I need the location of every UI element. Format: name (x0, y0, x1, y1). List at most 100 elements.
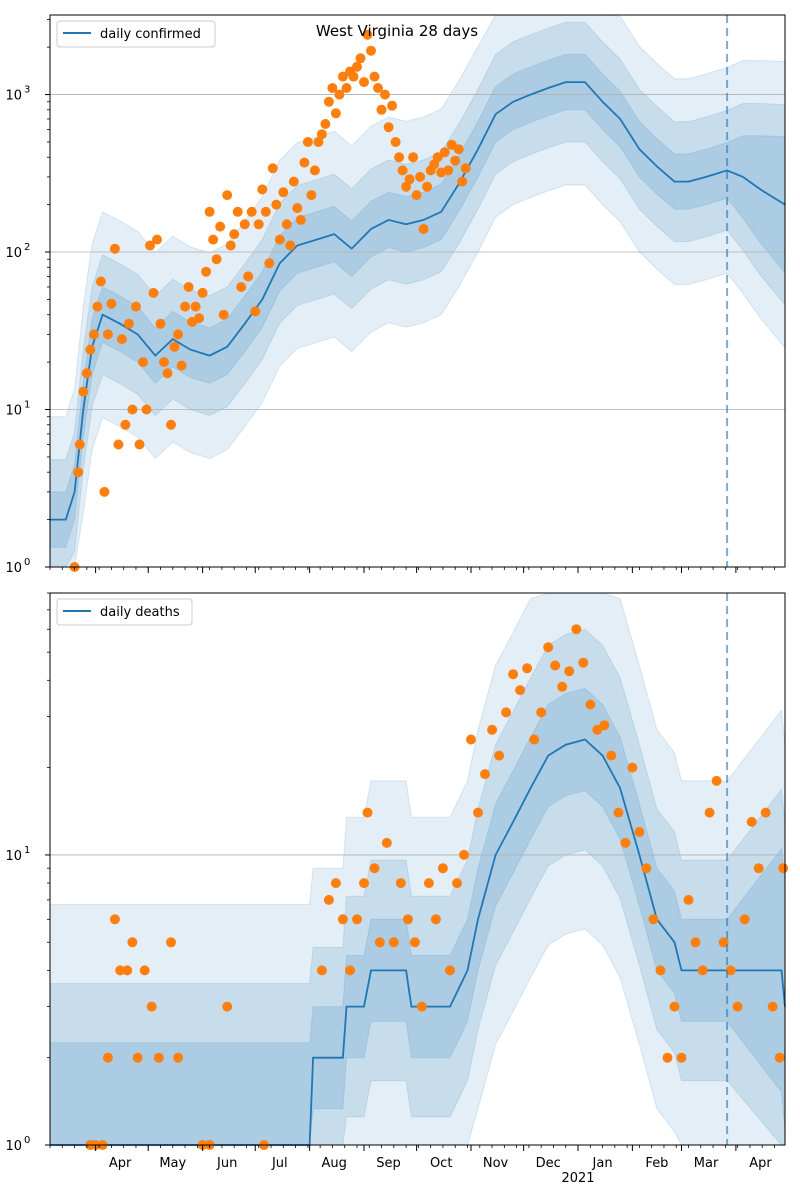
data-point (374, 937, 385, 948)
observed-points (85, 624, 789, 1150)
y-tick-label: 10 (5, 849, 22, 864)
data-point (330, 108, 341, 119)
data-point (243, 271, 254, 282)
data-point (388, 937, 399, 948)
data-point (627, 762, 638, 773)
data-point (683, 894, 694, 905)
data-point (422, 181, 433, 192)
data-point (380, 89, 390, 100)
data-point (437, 863, 448, 874)
data-point (316, 129, 327, 140)
data-point (439, 147, 450, 158)
data-point (281, 219, 292, 230)
data-point (166, 419, 176, 430)
data-point (620, 837, 631, 848)
data-point (102, 1052, 113, 1063)
x-tick-label: Feb (645, 1156, 668, 1171)
data-point (662, 1052, 673, 1063)
data-point (564, 666, 575, 677)
data-point (718, 937, 729, 948)
data-point (197, 287, 208, 298)
data-point (460, 163, 471, 174)
data-point (459, 849, 469, 860)
data-point (746, 816, 757, 827)
data-point (176, 360, 187, 371)
data-point (225, 240, 236, 251)
x-tick-label: Dec (536, 1156, 561, 1171)
data-point (159, 357, 169, 368)
data-point (376, 104, 387, 115)
legend-box (56, 20, 216, 48)
data-point (778, 863, 789, 874)
data-point (132, 1052, 143, 1063)
data-point (487, 724, 498, 735)
data-point (257, 184, 268, 195)
y-tick-label-exponent: 3 (24, 85, 30, 96)
data-point (508, 669, 519, 680)
data-point (166, 937, 176, 948)
data-point (373, 83, 383, 93)
data-point (355, 53, 366, 64)
data-point (323, 96, 334, 107)
data-point (450, 155, 461, 166)
data-point (271, 199, 282, 210)
data-point (95, 276, 106, 287)
median-line (50, 738, 786, 1146)
data-point (153, 1052, 164, 1063)
data-point (264, 258, 275, 269)
data-point (229, 229, 240, 240)
data-point (288, 176, 299, 187)
data-point (457, 176, 468, 187)
data-point (522, 663, 533, 674)
data-point (641, 863, 652, 874)
data-point (146, 1001, 157, 1012)
data-point (395, 878, 406, 889)
x-tick-label: Apr (109, 1156, 132, 1171)
data-point (222, 190, 233, 201)
data-point (122, 965, 133, 976)
data-point (246, 206, 257, 217)
data-point (309, 165, 320, 176)
grid-lines (50, 94, 785, 410)
y-tick-label-exponent: 1 (24, 845, 30, 856)
data-point (208, 234, 219, 245)
data-point (606, 750, 617, 761)
chart-title: West Virginia 28 days (316, 22, 478, 40)
uncertainty-bands (49, 14, 786, 568)
data-point (123, 318, 134, 329)
data-point (445, 965, 455, 976)
data-point (348, 71, 359, 82)
data-point (515, 685, 526, 696)
data-point (102, 329, 113, 340)
data-point (369, 863, 380, 874)
data-point (501, 707, 512, 718)
x-year-label: 2021 (561, 1171, 594, 1186)
data-point (302, 137, 313, 147)
data-point (408, 152, 419, 163)
data-point (285, 240, 296, 251)
data-point (418, 224, 429, 234)
data-point (106, 298, 117, 309)
data-point (578, 657, 589, 668)
data-point (239, 219, 250, 230)
data-point (494, 750, 505, 761)
data-point (760, 807, 771, 818)
data-point (299, 157, 310, 168)
data-point (613, 807, 624, 818)
data-point (585, 699, 596, 710)
y-tick-label-exponent: 0 (24, 1135, 30, 1146)
data-point (115, 965, 126, 976)
data-point (139, 965, 150, 976)
legend: daily deaths (56, 598, 193, 626)
x-tick-label: Jan (592, 1156, 613, 1171)
axes-frame (49, 14, 786, 568)
data-point (381, 837, 392, 848)
x-tick-label: May (159, 1156, 186, 1171)
data-point (320, 119, 331, 129)
data-point (423, 878, 434, 889)
data-point (127, 937, 138, 948)
data-point (236, 282, 247, 292)
